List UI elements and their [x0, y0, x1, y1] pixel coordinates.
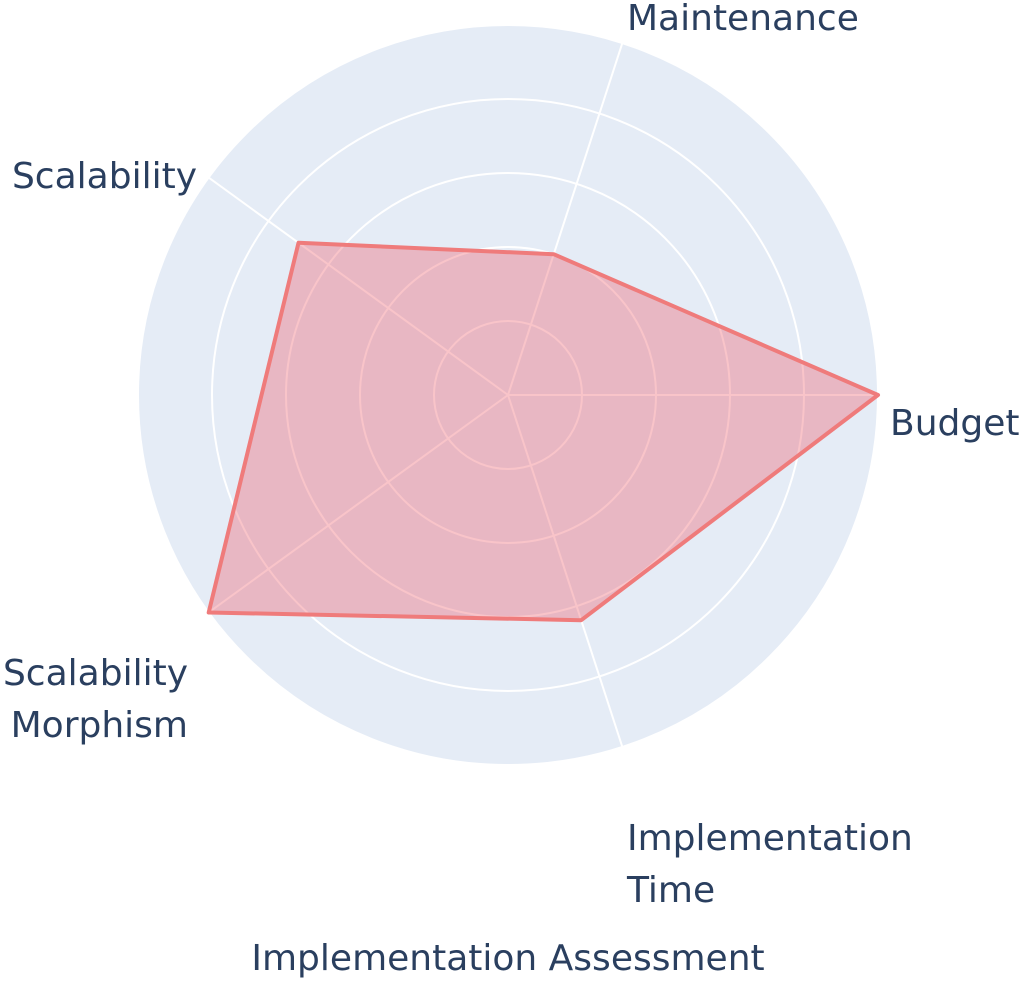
axis-label-line: Maintenance [627, 0, 859, 39]
axis-spoke [208, 394, 509, 614]
axis-spoke [507, 394, 624, 748]
axis-labels: Budget Maintenance Scalability Scalability M… [3, 0, 1020, 911]
axis-label-line: Budget [890, 403, 1019, 444]
axis-label: Implementation Time [626, 818, 913, 911]
axis-label: Scalability [12, 156, 197, 197]
axis-label-line: Morphism [11, 705, 188, 746]
series-layer [206, 240, 880, 623]
axis-label-line: Time [626, 870, 715, 911]
axis-label-line: Scalability [12, 156, 197, 197]
chart-title: Implementation Assessment [251, 938, 764, 979]
axis-label: Maintenance [627, 0, 859, 39]
angular-grid [208, 42, 878, 748]
axis-label-line: Implementation [627, 818, 913, 859]
axis-label: Scalability Morphism [3, 653, 188, 746]
series-polygon [206, 240, 880, 623]
axis-label: Budget [890, 403, 1019, 444]
axis-label-line: Scalability [3, 653, 188, 694]
axis-spoke [507, 42, 624, 396]
axis-spoke [208, 176, 509, 396]
